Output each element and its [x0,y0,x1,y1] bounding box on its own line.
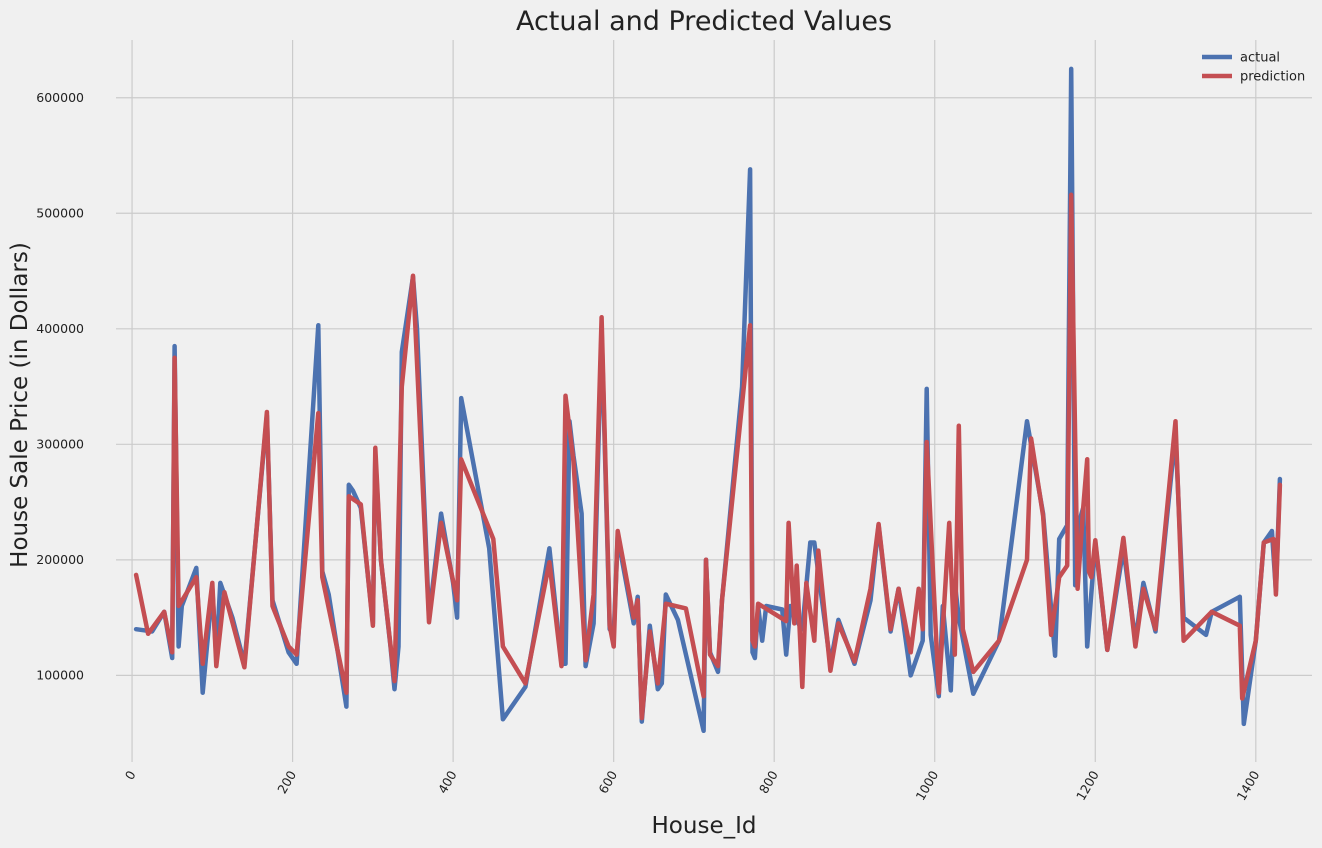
x-axis-label: House_Id [652,813,757,839]
y-tick-label: 300000 [36,436,84,451]
series-layer [133,66,1283,734]
legend-label-actual: actual [1240,51,1280,66]
series-line-prediction [133,192,1283,721]
y-tick-label: 100000 [36,667,84,682]
legend-label-prediction: prediction [1240,70,1305,85]
y-tick-label: 200000 [36,552,84,567]
series-line-actual [133,66,1283,734]
y-tick-label: 600000 [36,90,84,105]
chart-title: Actual and Predicted Values [516,6,892,37]
y-tick-label: 400000 [36,321,84,336]
y-axis-ticks: 100000 200000 300000 400000 500000 600000 [36,90,84,683]
y-axis-label: House Sale Price (in Dollars) [7,242,33,568]
y-tick-label: 500000 [36,205,84,220]
legend: actual prediction [1202,51,1305,85]
